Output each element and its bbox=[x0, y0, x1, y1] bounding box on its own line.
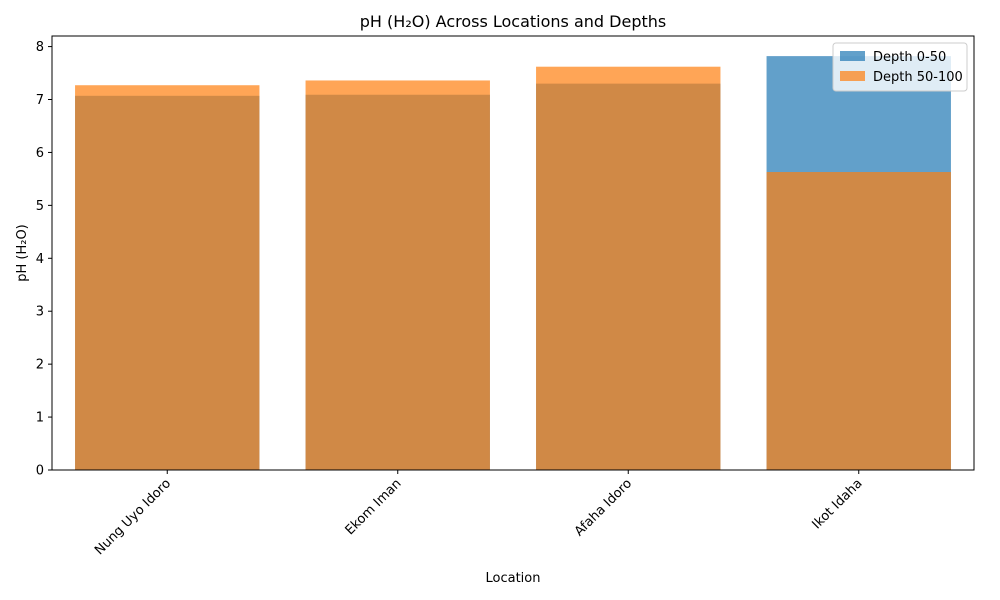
legend-label: Depth 0-50 bbox=[873, 50, 946, 65]
bar-depth-50-100-0 bbox=[75, 85, 260, 470]
y-tick-label: 3 bbox=[36, 305, 44, 320]
y-tick-label: 7 bbox=[36, 93, 44, 108]
plot-frame bbox=[51, 35, 975, 471]
bars-group bbox=[75, 56, 951, 471]
legend-box bbox=[832, 42, 968, 92]
x-axis-label: Location bbox=[486, 571, 541, 586]
y-tick-label: 6 bbox=[36, 146, 44, 161]
y-tick-label: 4 bbox=[36, 252, 44, 267]
y-axis-label: pH (H₂O) bbox=[15, 224, 30, 282]
legend: Depth 0-50 Depth 50-100 bbox=[832, 42, 968, 92]
y-tick-label: 2 bbox=[36, 358, 44, 373]
bar-depth-50-100-3 bbox=[766, 172, 951, 470]
y-tick-label: 0 bbox=[36, 464, 44, 479]
legend-swatch bbox=[840, 71, 865, 81]
chart-title: pH (H₂O) Across Locations and Depths bbox=[360, 12, 666, 31]
y-tick-label: 1 bbox=[36, 411, 44, 426]
legend-label: Depth 50-100 bbox=[873, 70, 963, 85]
y-tick-label: 5 bbox=[36, 199, 44, 214]
bar-depth-50-100-2 bbox=[536, 66, 721, 470]
legend-swatch bbox=[840, 51, 865, 61]
bar-depth-50-100-1 bbox=[305, 80, 490, 471]
y-tick-label: 8 bbox=[36, 40, 44, 55]
